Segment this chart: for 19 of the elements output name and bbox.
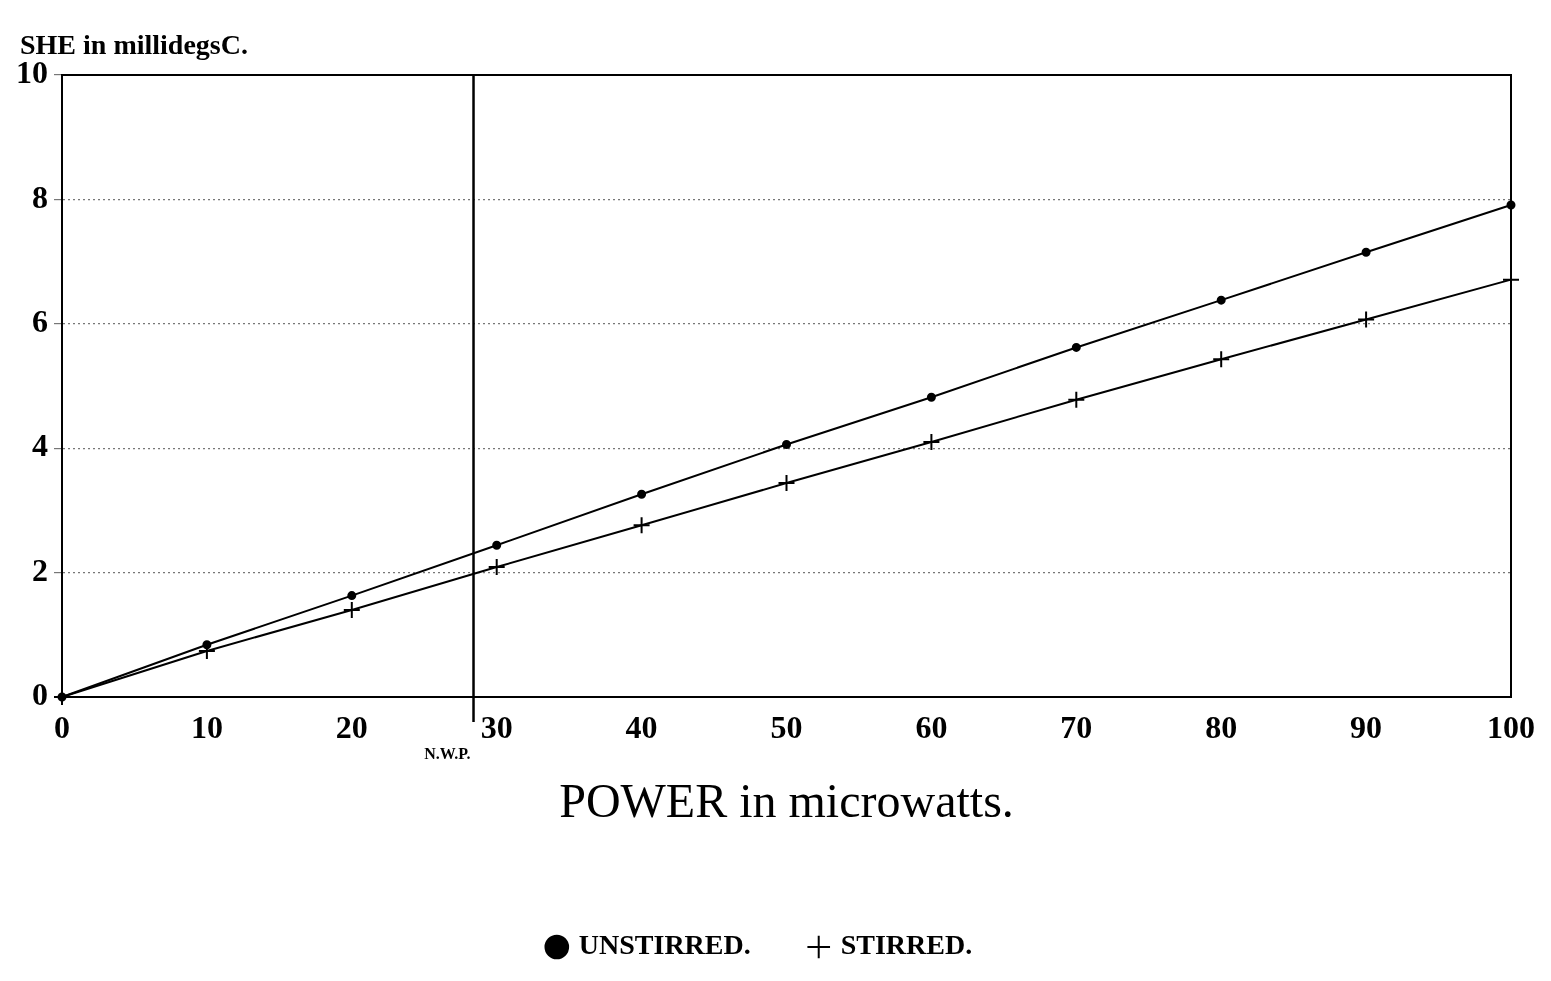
- legend-label: STIRRED.: [840, 929, 973, 961]
- x-tick-label: 60: [915, 709, 948, 746]
- y-tick-label: 8: [32, 178, 48, 215]
- x-tick-label: 70: [1060, 709, 1093, 746]
- legend-label: UNSTIRRED.: [578, 929, 751, 961]
- x-axis-title: POWER in microwatts.: [559, 773, 1014, 827]
- y-tick-label: 2: [32, 551, 48, 588]
- x-tick-label: 80: [1205, 709, 1238, 746]
- y-tick-label: 0: [32, 676, 48, 713]
- ref-line-label: N.W.P.: [424, 745, 471, 763]
- y-tick-label: 6: [32, 303, 48, 340]
- y-tick-label: 4: [32, 427, 48, 464]
- x-tick-label: 90: [1350, 709, 1383, 746]
- x-tick-label: 30: [480, 709, 513, 746]
- x-tick-label: 10: [190, 709, 223, 746]
- x-tick-label: 50: [770, 709, 803, 746]
- x-tick-label: 20: [335, 709, 368, 746]
- x-tick-label: 40: [625, 709, 658, 746]
- x-tick-label: 100: [1487, 709, 1535, 746]
